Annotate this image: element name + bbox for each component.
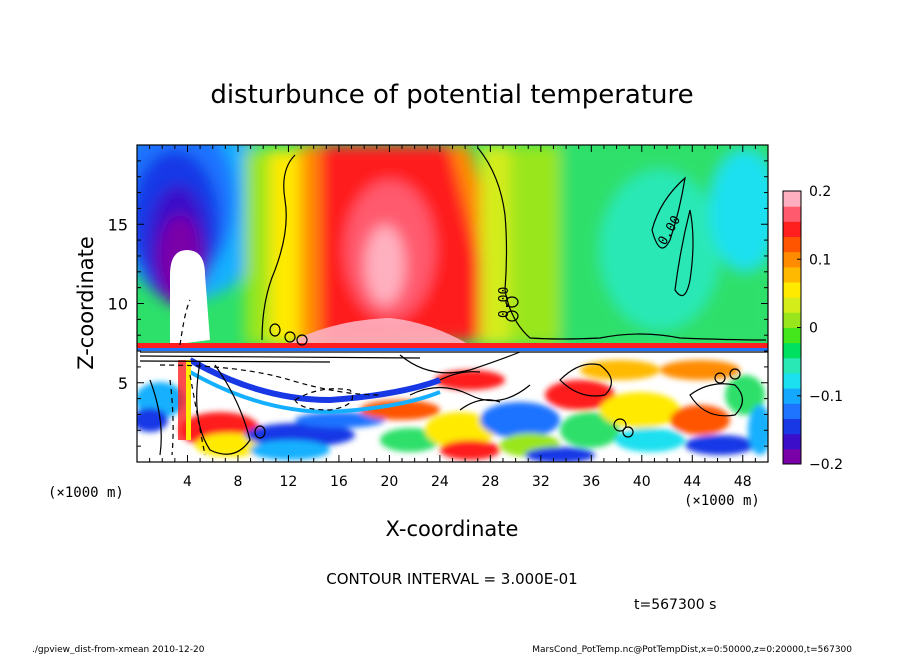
colorbar-swatch [783,373,801,389]
y-axis-title: Z-coordinate [74,236,98,370]
x-tick-label: 28 [481,474,499,490]
colorbar-swatch [783,312,801,328]
colorbar-swatch [783,327,801,344]
y-axis: 5 10 15 [108,160,768,447]
x-axis-title: X-coordinate [386,517,519,541]
contour-dashed [159,299,381,456]
time-stamp: t=567300 s [634,597,716,613]
lower-layer [137,345,768,462]
colorbar-swatch [783,388,801,404]
colorbar-tick-label: −0.1 [809,389,843,405]
colorbar-swatch [783,266,801,283]
x-tick-label: 4 [183,474,192,490]
colorbar-tick-label: −0.2 [809,457,843,473]
x-tick-label: 36 [582,474,600,490]
footer-right: MarsCond_PotTemp.nc@PotTempDist,x=0:5000… [532,645,852,654]
x-tick-label: 8 [233,474,242,490]
y-tick-label: 10 [108,295,128,314]
interface-band [137,343,768,348]
contour-lines [139,147,768,456]
colorbar-swatch [783,191,801,207]
colorbar-swatch [783,342,801,359]
colorbar-swatch [783,357,801,374]
contour-interval: CONTOUR INTERVAL = 3.000E-01 [326,570,577,588]
x-axis: 4 8 12 16 20 24 28 32 36 40 44 48 [149,145,756,490]
colorbar-swatch [783,297,801,313]
heatmap-smooth-regions [137,145,768,345]
colorbar-swatch [783,251,801,268]
colorbar-swatch [783,433,801,450]
x-tick-label: 44 [683,474,701,490]
contour-label-mid: 0.00 [497,287,512,318]
x-unit-right: (×1000 m) [684,493,760,509]
x-tick-label: 16 [330,474,348,490]
colorbar-swatch [783,418,801,435]
y-tick-label: 15 [108,215,128,234]
colorbar-tick-label: 0.1 [809,252,831,268]
colorbar-swatch [783,448,801,465]
x-tick-label: 12 [280,474,298,490]
heatmap-field: 0.00 0.00 [137,145,768,462]
colorbar-swatch [783,236,801,253]
colorbar-tick-label: 0 [809,321,818,337]
colorbar-swatch [783,221,801,237]
x-unit-left: (×1000 m) [48,485,124,501]
chart-title: disturbunce of potential temperature [210,80,693,110]
colorbar-swatch [783,403,801,419]
footer-left: ./gpview_dist-from-xmean 2010-12-20 [32,645,205,654]
plume-white [170,250,210,345]
colorbar-swatch [783,282,801,298]
x-tick-label: 20 [380,474,398,490]
x-tick-label: 32 [532,474,550,490]
x-tick-label: 48 [734,474,752,490]
x-tick-label: 40 [633,474,651,490]
y-tick-label: 5 [118,374,128,393]
colorbar: 0.2 0.1 0 −0.1 −0.2 [782,184,843,473]
colorbar-swatch [783,206,801,222]
x-tick-label: 24 [431,474,449,490]
colorbar-tick-label: 0.2 [809,184,831,200]
